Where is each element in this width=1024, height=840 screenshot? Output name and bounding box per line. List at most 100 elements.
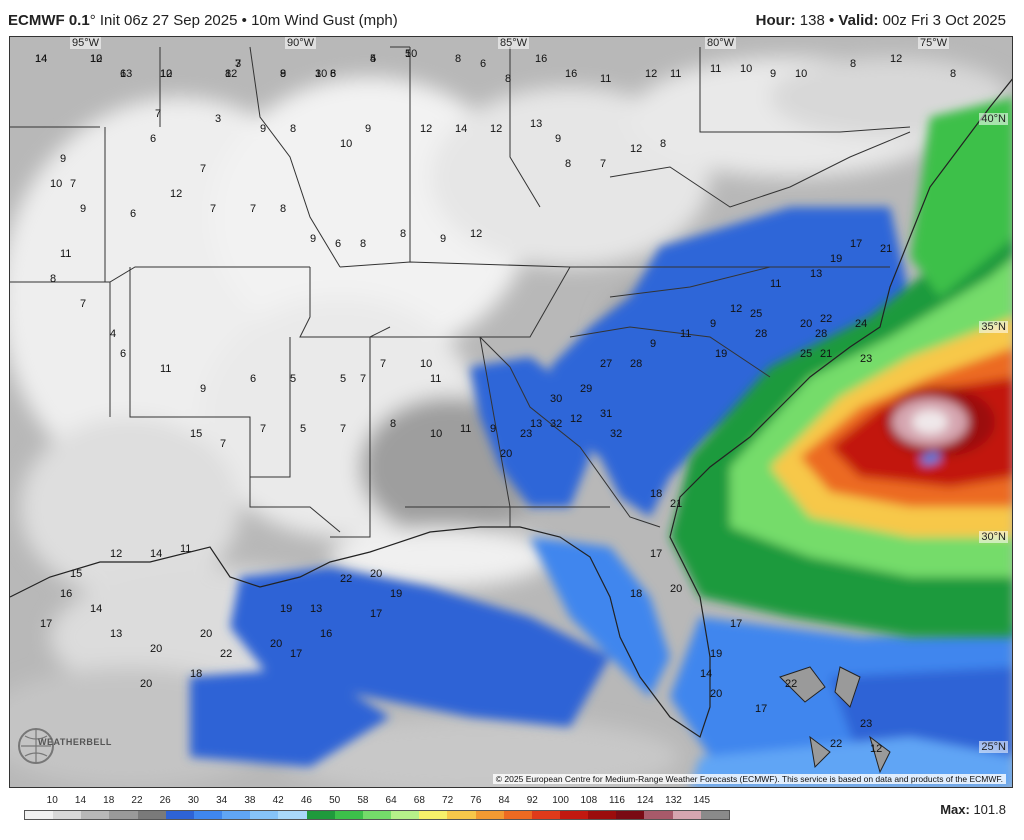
gust-value-label: 6 (335, 238, 341, 250)
lon-label-90w: 90°W (285, 37, 317, 49)
gust-value-label: 14 (35, 53, 47, 65)
gust-value-label: 3 (215, 113, 221, 125)
legend-swatch (81, 811, 110, 819)
gust-value-label: 10 (50, 178, 62, 190)
lat-label-30n: 30°N (979, 531, 1008, 543)
gust-value-label: 20 (200, 628, 212, 640)
gust-field-storm (670, 97, 1012, 637)
legend-swatch (475, 811, 504, 819)
wind-gust-map[interactable]: 14 10 6 12 8 3 8 10 8 5 10 8 6 8 16 16 11 12 11 11 10 9 10 8 12 8… (9, 36, 1013, 788)
gust-value-label: 10 (795, 68, 807, 80)
legend-tick-label: 68 (413, 795, 425, 806)
legend-swatch (531, 811, 560, 819)
gust-value-label: 13 (110, 628, 122, 640)
gust-value-label: 19 (830, 253, 842, 265)
gust-value-label: 8 (950, 68, 956, 80)
gust-value-label: 8 (390, 418, 396, 430)
gust-value-label: 7 (210, 203, 216, 215)
valid-value: 00z Fri 3 Oct 2025 (878, 12, 1006, 29)
gust-value-label: 13 (530, 418, 542, 430)
gust-value-label: 14 (90, 603, 102, 615)
gust-value-label: 12 (630, 143, 642, 155)
header-bar: ECMWF 0.1° Init 06z 27 Sep 2025 • 10m Wi… (0, 0, 1024, 36)
gust-value-label: 4 (110, 328, 116, 340)
legend-swatch (362, 811, 392, 819)
legend-swatch (250, 811, 279, 819)
lon-label-80w: 80°W (705, 37, 737, 49)
gust-value-label: 12 (870, 743, 882, 755)
gust-value-label: 9 (710, 318, 716, 330)
gust-value-label: 12 (645, 68, 657, 80)
gust-value-label: 16 (535, 53, 547, 65)
gust-value-label: 3 (235, 58, 241, 70)
gust-value-label: 11 (770, 278, 781, 290)
legend-swatch (53, 811, 82, 819)
legend-tick-label: 30 (187, 795, 199, 806)
gust-value-label: 6 (480, 58, 486, 70)
legend-tick-label: 72 (442, 795, 454, 806)
gust-value-label: 9 (260, 123, 266, 135)
gust-value-label: 10 (160, 68, 172, 80)
gust-value-label: 22 (220, 648, 232, 660)
gust-value-label: 17 (40, 618, 52, 630)
gust-value-label: 9 (80, 203, 86, 215)
gust-value-label: 13 (310, 603, 322, 615)
gust-value-label: 9 (60, 153, 66, 165)
gust-field-blue (190, 207, 1012, 787)
legend-tick-label: 145 (693, 795, 711, 806)
gust-value-label: 8 (850, 58, 856, 70)
gust-value-label: 5 (405, 48, 411, 60)
gust-value-label: 3 (315, 68, 321, 80)
gust-value-label: 7 (250, 203, 256, 215)
legend-swatch (700, 811, 729, 819)
color-legend: 10 14 18 22 26 30 34 38 42 46 50 58 64 68 72 76 84 92 100 1… (24, 795, 730, 835)
gust-value-label: 11 (680, 328, 691, 340)
legend-tick-label: 46 (300, 795, 312, 806)
gust-value-label: 8 (280, 203, 286, 215)
separator: • (237, 12, 252, 29)
gust-value-label: 9 (770, 68, 776, 80)
legend-swatch (109, 811, 138, 819)
gust-value-label: 6 (130, 208, 136, 220)
gust-value-label: 24 (855, 318, 867, 330)
gust-value-label: 17 (290, 648, 302, 660)
gust-value-label: 6 (150, 133, 156, 145)
legend-swatch (447, 811, 476, 819)
gust-value-label: 12 (470, 228, 482, 240)
gust-value-label: 8 (660, 138, 666, 150)
gust-value-label: 19 (715, 348, 727, 360)
legend-tick-label: 18 (103, 795, 115, 806)
gust-value-label: 22 (830, 738, 842, 750)
legend-tick-label: 108 (580, 795, 598, 806)
gust-value-label: 18 (630, 588, 642, 600)
legend-swatch (137, 811, 166, 819)
gust-value-label: 23 (860, 718, 872, 730)
gust-value-label: 27 (600, 358, 612, 370)
gust-value-label: 12 (160, 68, 172, 80)
gust-value-label: 12 (170, 188, 182, 200)
gust-value-label: 15 (70, 568, 82, 580)
legend-swatch (334, 811, 363, 819)
gust-value-label: 8 (360, 238, 366, 250)
gust-value-label: 12 (90, 53, 102, 65)
gust-value-label: 8 (50, 273, 56, 285)
legend-swatch (503, 811, 532, 819)
gust-value-label: 11 (60, 248, 71, 260)
gust-value-label: 23 (860, 353, 872, 365)
gust-value-label: 6 (120, 348, 126, 360)
valid-label: Valid: (838, 12, 879, 29)
gust-value-label: 18 (650, 488, 662, 500)
gust-value-label: 11 (600, 73, 611, 85)
gust-value-label: 28 (755, 328, 767, 340)
hour-value: 138 (795, 12, 825, 29)
gust-value-label: 17 (650, 548, 662, 560)
gust-value-label: 10 (740, 63, 752, 75)
gust-value-label: 11 (160, 363, 171, 375)
gust-value-label: 29 (580, 383, 592, 395)
gust-value-label: 7 (380, 358, 386, 370)
gust-value-label: 25 (800, 348, 812, 360)
legend-tick-label: 100 (552, 795, 569, 806)
gust-value-label: 12 (225, 68, 237, 80)
gust-value-label: 8 (280, 68, 286, 80)
